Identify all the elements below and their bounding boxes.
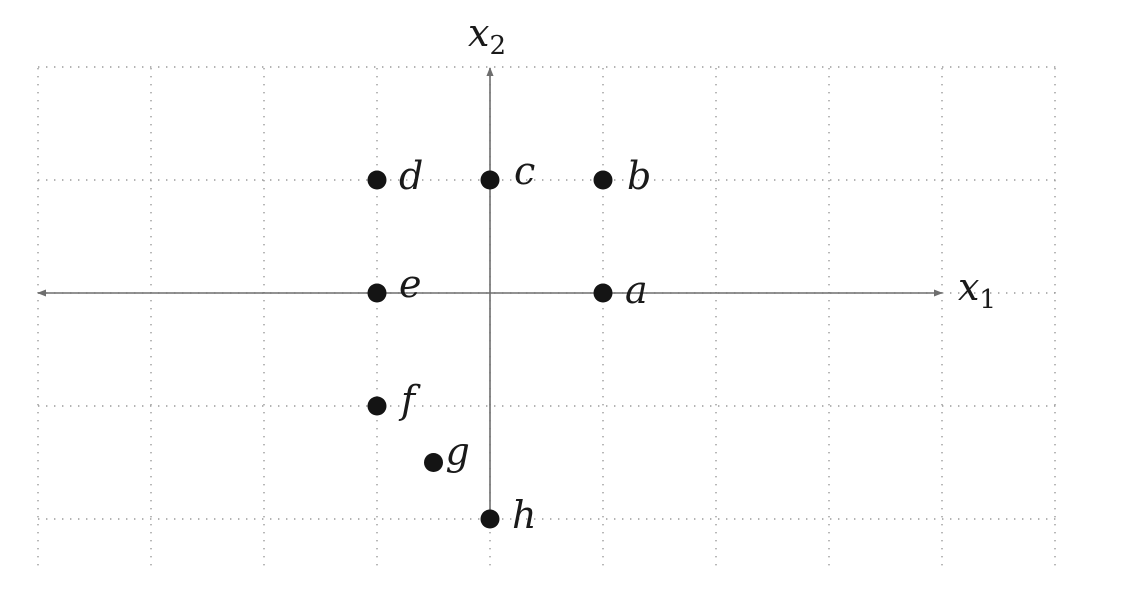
point-c (480, 170, 500, 190)
point-label-e: e (399, 262, 422, 306)
x1-axis-label: x1 (958, 265, 996, 315)
point-a (593, 283, 613, 303)
x2-axis-label: x2 (468, 11, 506, 61)
point-set: a b c d e fgh (367, 149, 651, 537)
point-h (480, 509, 500, 529)
point-label-f: f (398, 378, 421, 422)
point-b (593, 170, 613, 190)
point-label-h: h (512, 493, 536, 537)
point-e (367, 283, 387, 303)
point-label-b: b (627, 154, 651, 198)
point-f (367, 396, 387, 416)
point-d (367, 170, 387, 190)
point-label-c: c (514, 149, 535, 193)
dotted-grid (37, 66, 1058, 566)
point-label-g: g (446, 430, 470, 474)
point-label-a: a (625, 268, 648, 312)
point-label-d: d (399, 154, 423, 198)
point-g (424, 453, 443, 472)
